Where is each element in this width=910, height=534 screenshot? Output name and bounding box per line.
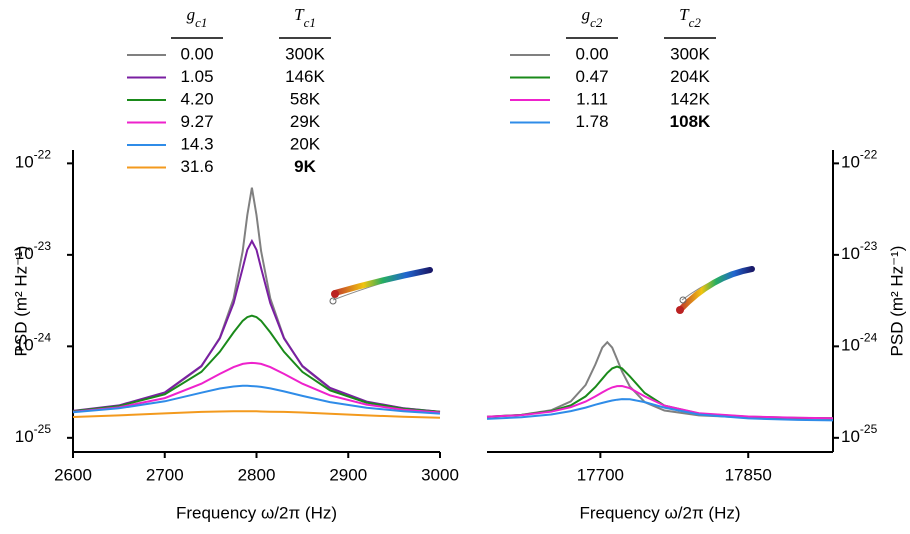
legend-temperature: 142K [670,89,710,108]
y-tick-exponent: -25 [34,422,52,436]
legend-header: Tc2 [679,5,701,30]
legend-temperature: 146K [285,67,325,86]
x-axis-label: Frequency ω/2π (Hz) [176,503,337,522]
y-axis-label: PSD (m² Hz⁻¹) [11,246,30,357]
inset-beam-right [676,266,755,314]
y-tick-label: 10-25 [841,422,878,446]
y-tick-exponent: -25 [860,422,878,436]
y-tick-label: 10-25 [15,422,52,446]
legend-name: 1.11 [576,89,608,108]
legend-temperature: 9K [294,157,316,176]
x-tick-label: 2900 [329,465,367,484]
legend-header-symbol: T [294,5,305,24]
y-tick-label: 10-24 [841,331,878,355]
legend-header-subscript: c2 [689,15,702,30]
x-tick-label: 17700 [577,465,624,484]
legend-header: Tc1 [294,5,316,30]
fit-line [72,314,441,413]
y-tick-label: 10-22 [15,148,52,172]
legend-temperature: 29K [290,112,321,131]
legend-header-subscript: c1 [195,15,207,30]
legend-temperature: 204K [670,67,710,86]
y-tick-base: 10 [841,427,860,446]
y-tick-base: 10 [841,244,860,263]
y-tick-exponent: -22 [860,148,878,162]
y-tick-base: 10 [841,336,860,355]
x-tick-label: 2800 [238,465,276,484]
y-tick-exponent: -23 [860,239,878,253]
inset-beam-left [329,267,433,305]
legend-name: 1.05 [180,67,213,86]
y-tick-base: 10 [15,244,34,263]
legend-name: 14.3 [180,134,213,153]
y-tick-label: 10-22 [841,148,878,172]
legend-name: 1.78 [575,112,608,131]
legend-header-symbol: g [582,5,591,24]
y-tick-exponent: -24 [34,331,52,345]
fit-line [72,410,441,419]
y-tick-exponent: -24 [860,331,878,345]
y-tick-base: 10 [841,153,860,172]
legend-header-subscript: c1 [304,15,316,30]
legend-header: gc1 [187,5,208,30]
y-tick-base: 10 [15,427,34,446]
legend-name: 31.6 [180,157,213,176]
y-tick-base: 10 [15,153,34,172]
fit-line [486,365,834,420]
legend-header-symbol: T [679,5,690,24]
legend-temperature: 300K [670,44,710,63]
legend-temperature: 58K [290,89,321,108]
legend-temperature: 20K [290,134,321,153]
fit-line [486,384,834,420]
legend-temperature: 300K [285,44,325,63]
legend-name: 0.00 [180,44,213,63]
legend-temperature: 108K [670,112,711,131]
legend-name: 0.47 [575,67,608,86]
y-tick-base: 10 [15,336,34,355]
x-tick-label: 3000 [421,465,459,484]
legend-header: gc2 [582,5,603,30]
x-tick-label: 2600 [54,465,92,484]
legend-header-symbol: g [187,5,196,24]
fit-line [486,398,834,422]
y-tick-label: 10-23 [841,239,878,263]
y-tick-exponent: -22 [34,148,52,162]
fit-line [72,384,441,415]
legend-name: 4.20 [180,89,213,108]
fit-line [72,238,441,413]
y-tick-exponent: -23 [34,239,52,253]
x-tick-label: 2700 [146,465,184,484]
y-axis-label: PSD (m² Hz⁻¹) [887,246,906,357]
y-tick-label: 10-24 [15,331,52,355]
legend-name: 9.27 [180,112,213,131]
x-tick-label: 17850 [725,465,772,484]
fit-line [72,187,441,413]
x-axis-label: Frequency ω/2π (Hz) [579,503,740,522]
legend-name: 0.00 [575,44,608,63]
y-tick-label: 10-23 [15,239,52,263]
fit-line [72,361,441,414]
legend-header-subscript: c2 [590,15,603,30]
